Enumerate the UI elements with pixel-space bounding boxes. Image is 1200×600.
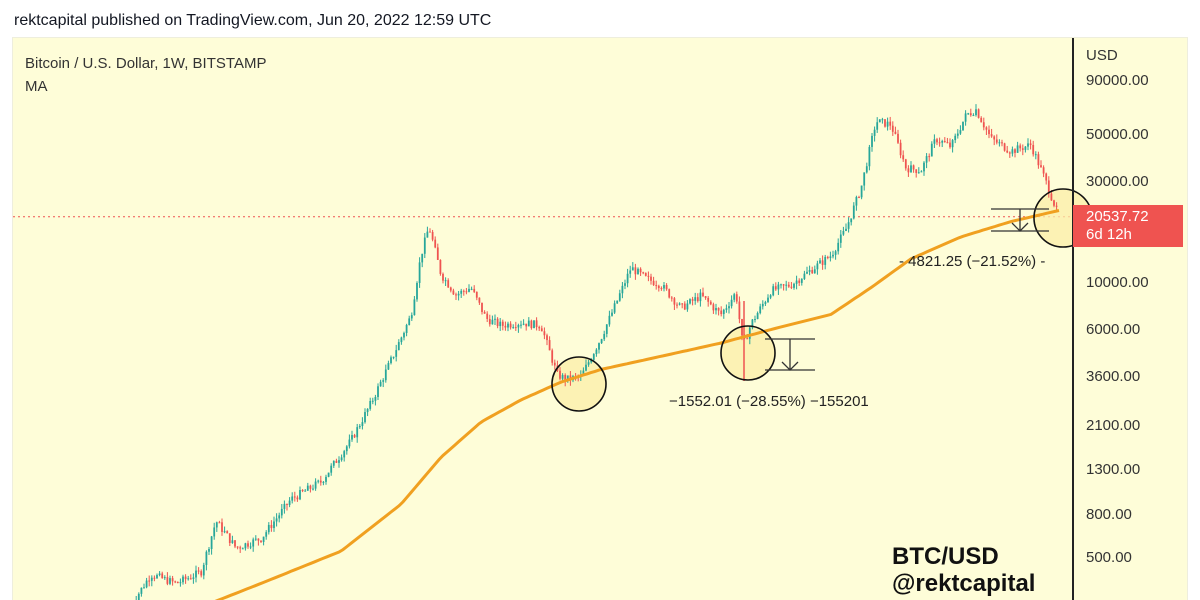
ma-line[interactable] xyxy=(151,209,1060,600)
price-axis-border xyxy=(1072,38,1074,600)
publisher-line: rektcapital published on TradingView.com… xyxy=(14,12,492,29)
axis-currency-label: USD xyxy=(1086,47,1118,64)
watermark-handle: @rektcapital xyxy=(892,570,1036,597)
price-tick-label: 500.00 xyxy=(1086,549,1132,567)
price-tick-label: 6000.00 xyxy=(1086,320,1141,338)
last-price-tag: 20537.72 6d 12h xyxy=(1073,205,1183,247)
price-tick-label: 50000.00 xyxy=(1086,126,1149,144)
price-tick-label: 800.00 xyxy=(1086,506,1132,524)
last-price-value: 20537.72 xyxy=(1086,208,1149,225)
price-tick-label: 2100.00 xyxy=(1086,417,1141,435)
price-tick-label: 3600.00 xyxy=(1086,367,1141,385)
watermark-pair: BTC/USD xyxy=(892,543,999,570)
price-tick-label: 10000.00 xyxy=(1086,273,1149,291)
bar-countdown: 6d 12h xyxy=(1086,226,1132,243)
chart-pane[interactable]: Bitcoin / U.S. Dollar, 1W, BITSTAMP MA U… xyxy=(12,37,1188,600)
measure-label-2022: - 4821.25 (−21.52%) - xyxy=(899,253,1046,270)
price-tick-label: 1300.00 xyxy=(1086,461,1141,479)
measure-label-2020: −1552.01 (−28.55%) −155201 xyxy=(669,393,869,410)
symbol-title[interactable]: Bitcoin / U.S. Dollar, 1W, BITSTAMP xyxy=(25,55,267,72)
chart-legend: Bitcoin / U.S. Dollar, 1W, BITSTAMP MA xyxy=(25,52,266,98)
watermark: BTC/USD @rektcapital xyxy=(892,543,1035,597)
price-tick-label: 90000.00 xyxy=(1086,72,1149,89)
highlight-circle xyxy=(720,325,776,381)
highlight-circle-fill xyxy=(552,357,606,411)
candlesticks xyxy=(135,104,1058,600)
price-tick-label: 30000.00 xyxy=(1086,172,1149,190)
price-chart[interactable] xyxy=(13,38,1188,600)
highlight-circle xyxy=(551,356,607,412)
indicator-ma-label[interactable]: MA xyxy=(25,78,48,95)
